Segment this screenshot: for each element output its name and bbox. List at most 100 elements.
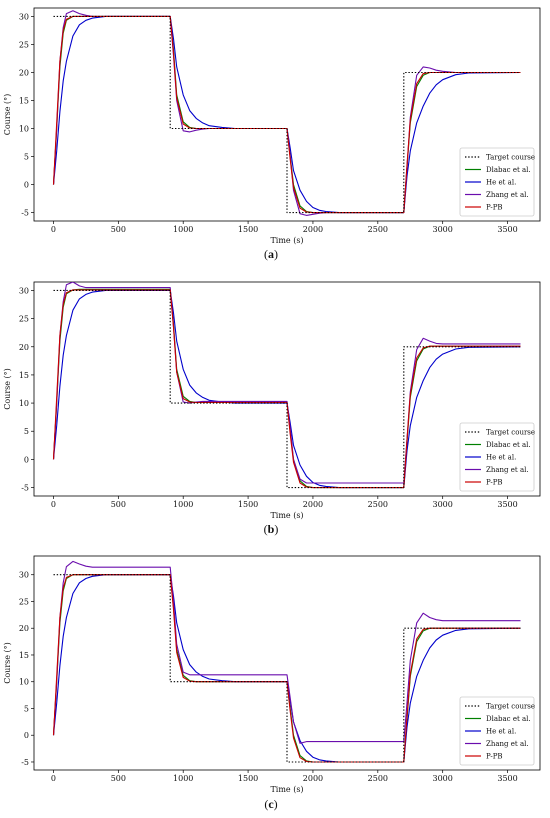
x-tick-label: 2000	[303, 774, 323, 783]
caption-letter: b	[268, 522, 275, 536]
y-tick-label: 5	[24, 704, 29, 713]
legend-label: P-PB	[486, 753, 503, 761]
legend-box	[459, 422, 535, 492]
x-tick-label: 3500	[497, 500, 517, 509]
legend-label: He et al.	[486, 179, 516, 187]
legend-box	[459, 696, 535, 766]
plot-frame	[33, 7, 541, 222]
legend-label: P-PB	[486, 204, 503, 212]
x-tick-label: 1000	[173, 774, 193, 783]
y-tick-label: 30	[19, 12, 29, 21]
series-line-zhang-et-al	[52, 560, 521, 744]
legend-label: Zhang et al.	[486, 466, 529, 474]
y-tick-label: -5	[21, 209, 29, 218]
y-tick-label: 0	[24, 455, 29, 464]
x-tick-label: 1000	[173, 225, 193, 234]
series-line-target-course	[53, 574, 521, 763]
caption-close: )	[274, 247, 278, 261]
x-tick-label: 1500	[238, 774, 258, 783]
y-tick-label: 20	[19, 68, 29, 77]
legend-label: P-PB	[486, 479, 503, 487]
caption-close: )	[274, 522, 278, 536]
caption-letter: a	[268, 247, 274, 261]
series-line-target-course	[53, 289, 521, 489]
x-tick-label: 3000	[433, 225, 453, 234]
chart-panel-a: 0 500 1000 1500 2000 2500 3000 3500 -5 0 5 10 15 20 25…	[3, 7, 541, 261]
caption-open: (	[264, 247, 268, 261]
x-tick-label: 2500	[368, 774, 388, 783]
legend-label: Target course	[486, 429, 535, 437]
series-line-target-course	[53, 15, 521, 214]
x-tick-label: 2500	[368, 225, 388, 234]
x-tick-label: 500	[111, 225, 126, 234]
legend-label: Target course	[486, 154, 535, 162]
series-line-zhang-et-al	[52, 282, 521, 484]
series-line-zhang-et-al	[52, 10, 521, 216]
y-tick-label: 0	[24, 181, 29, 190]
y-tick-label: 15	[19, 651, 29, 660]
x-tick-label: 1500	[238, 225, 258, 234]
legend-label: He et al.	[486, 728, 516, 736]
caption-letter: c	[268, 797, 274, 811]
series-line-dlabac-et-al	[52, 574, 521, 763]
panel-caption: (a)	[264, 247, 278, 261]
plot-frame	[33, 555, 541, 771]
x-tick-label: 500	[111, 500, 126, 509]
y-tick-label: 0	[24, 731, 29, 740]
y-tick-label: 10	[19, 678, 29, 687]
y-tick-label: 30	[19, 571, 29, 580]
x-axis-label: Time (s)	[270, 785, 303, 794]
y-tick-label: -5	[21, 484, 29, 493]
y-tick-label: 15	[19, 96, 29, 105]
chart-panel-c: 0 500 1000 1500 2000 2500 3000 3500 -5 0 5 10 15 20 25…	[3, 555, 541, 811]
y-tick-label: 30	[19, 286, 29, 295]
x-tick-label: 3500	[497, 774, 517, 783]
y-axis-label: Course (°)	[3, 94, 12, 136]
legend-label: Target course	[486, 703, 535, 711]
x-tick-label: 0	[51, 225, 56, 234]
y-tick-label: 10	[19, 125, 29, 134]
x-tick-label: 1000	[173, 500, 193, 509]
caption-open: (	[264, 797, 268, 811]
y-tick-label: 20	[19, 343, 29, 352]
legend-label: Zhang et al.	[486, 740, 529, 748]
y-axis-label: Course (°)	[3, 642, 12, 684]
y-tick-label: 5	[24, 427, 29, 436]
x-tick-label: 0	[51, 500, 56, 509]
y-axis-label: Course (°)	[3, 368, 12, 410]
x-tick-label: 3000	[433, 774, 453, 783]
series-line-p-pb	[52, 574, 521, 763]
caption-open: (	[264, 522, 268, 536]
panel-caption: (c)	[264, 797, 277, 811]
caption-close: )	[274, 797, 278, 811]
chart-panel-b: 0 500 1000 1500 2000 2500 3000 3500 -5 0 5 10 15 20 25…	[3, 281, 541, 536]
y-tick-label: 10	[19, 399, 29, 408]
plot-frame	[33, 281, 541, 497]
y-tick-label: 25	[19, 597, 29, 606]
legend-label: He et al.	[486, 454, 516, 462]
y-tick-label: 25	[19, 40, 29, 49]
x-axis-label: Time (s)	[270, 511, 303, 520]
y-tick-label: 25	[19, 315, 29, 324]
x-tick-label: 3500	[497, 225, 517, 234]
y-tick-label: 15	[19, 371, 29, 380]
legend-label: Dlabac et al.	[486, 715, 531, 723]
x-tick-label: 2000	[303, 500, 323, 509]
y-tick-label: 20	[19, 624, 29, 633]
y-tick-label: 5	[24, 153, 29, 162]
panel-caption: (b)	[264, 522, 279, 536]
x-axis-label: Time (s)	[270, 236, 303, 245]
x-tick-label: 2000	[303, 225, 323, 234]
legend-label: Dlabac et al.	[486, 441, 531, 449]
series-line-he-et-al	[52, 574, 521, 763]
y-tick-label: -5	[21, 758, 29, 767]
legend-label: Zhang et al.	[486, 191, 529, 199]
x-tick-label: 3000	[433, 500, 453, 509]
x-tick-label: 1500	[238, 500, 258, 509]
legend-label: Dlabac et al.	[486, 166, 531, 174]
x-tick-label: 500	[111, 774, 126, 783]
legend-box	[459, 147, 535, 217]
x-tick-label: 0	[51, 774, 56, 783]
x-tick-label: 2500	[368, 500, 388, 509]
